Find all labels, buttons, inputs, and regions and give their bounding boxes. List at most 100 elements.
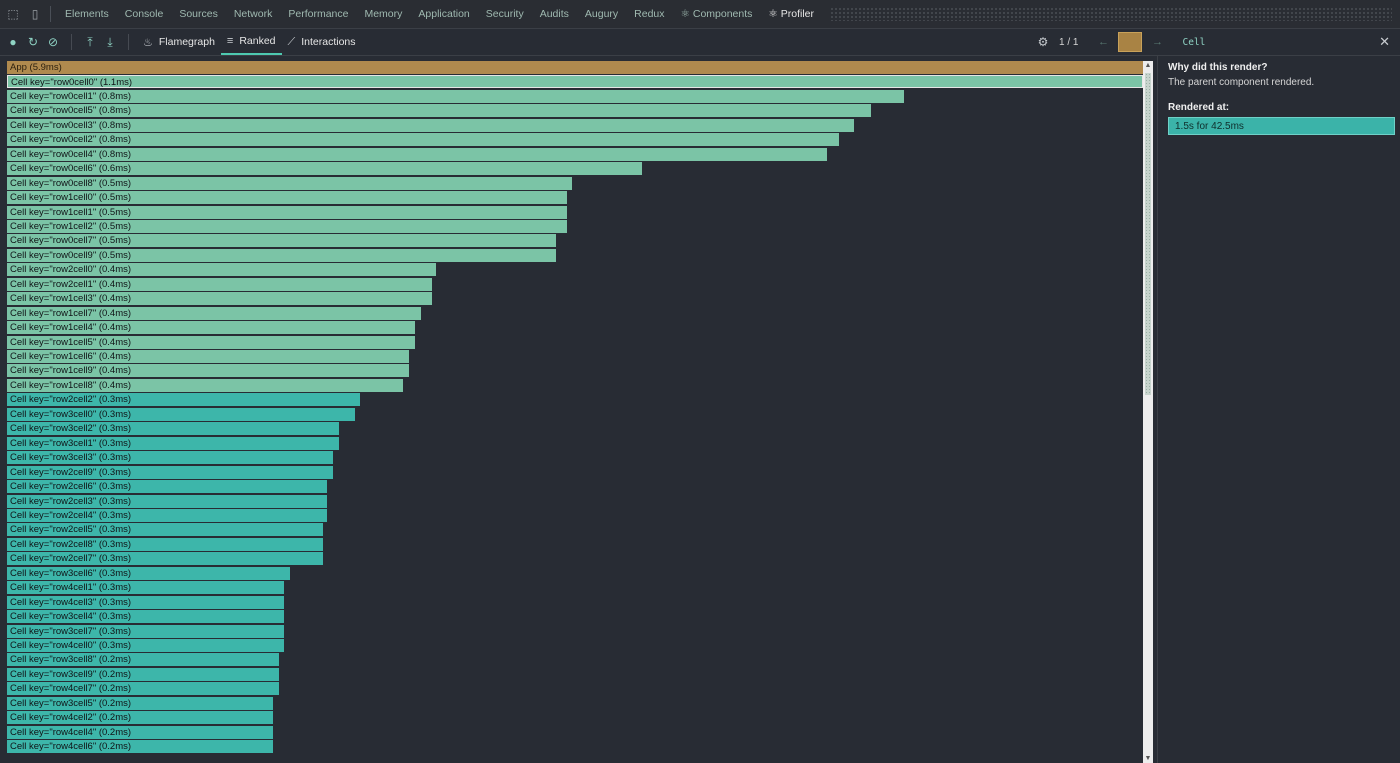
why-render-text: The parent component rendered. — [1168, 77, 1315, 88]
record-icon[interactable]: ● — [9, 35, 17, 49]
ranked-bar[interactable]: Cell key="row3cell2" (0.3ms) — [7, 422, 339, 435]
ranked-bar-app[interactable]: App (5.9ms) — [7, 61, 1143, 74]
selected-component-name: Cell — [1182, 36, 1206, 48]
ranked-bar[interactable]: Cell key="row0cell4" (0.8ms) — [7, 148, 827, 161]
tab-performance[interactable]: Performance — [288, 8, 349, 20]
reload-icon[interactable]: ↻ — [27, 35, 39, 49]
profiler-toolbar: ● ↻ ⊘ ⤒ ⤓ ♨ Flamegraph ≡ Ranked ⟋ Intera… — [0, 29, 1400, 56]
download-icon[interactable]: ⤓ — [107, 34, 113, 49]
upload-icon[interactable]: ⤒ — [87, 34, 93, 49]
mode-flamegraph-label: Flamegraph — [158, 36, 215, 48]
tab-console[interactable]: Console — [124, 8, 164, 20]
ranked-bar[interactable]: Cell key="row0cell7" (0.5ms) — [7, 234, 556, 247]
ranked-bar[interactable]: Cell key="row4cell3" (0.3ms) — [7, 596, 284, 609]
ranked-icon: ≡ — [226, 35, 234, 47]
ranked-bar[interactable]: Cell key="row4cell1" (0.3ms) — [7, 581, 284, 594]
ranked-bar[interactable]: Cell key="row1cell5" (0.4ms) — [7, 336, 415, 349]
interactions-icon: ⟋ — [287, 35, 296, 48]
mode-ranked[interactable]: ≡ Ranked — [220, 29, 282, 55]
mode-flamegraph[interactable]: ♨ Flamegraph — [137, 29, 221, 55]
tab-audits[interactable]: Audits — [539, 8, 569, 20]
tab-network[interactable]: Network — [233, 8, 273, 20]
ranked-bar[interactable]: Cell key="row0cell1" (0.8ms) — [7, 90, 904, 103]
ranked-bar[interactable]: Cell key="row2cell8" (0.3ms) — [7, 538, 323, 551]
scroll-up-icon[interactable]: ▲ — [1144, 62, 1152, 69]
ranked-bar[interactable]: Cell key="row3cell0" (0.3ms) — [7, 408, 355, 421]
chart-scrollbar[interactable]: ▲ ▼ — [1143, 61, 1153, 763]
tab-redux[interactable]: Redux — [634, 8, 665, 20]
mode-interactions-label: Interactions — [301, 36, 356, 48]
ranked-bar[interactable]: Cell key="row4cell7" (0.2ms) — [7, 682, 279, 695]
why-render-heading: Why did this render? — [1168, 62, 1268, 73]
ranked-bar[interactable]: Cell key="row2cell6" (0.3ms) — [7, 480, 327, 493]
flame-icon: ♨ — [143, 36, 153, 49]
tab-application[interactable]: Application — [418, 8, 470, 20]
next-commit-icon[interactable]: → — [1151, 36, 1163, 48]
toolbar-divider — [128, 34, 129, 50]
tab-security[interactable]: Security — [485, 8, 524, 20]
mode-interactions[interactable]: ⟋ Interactions — [282, 29, 362, 55]
devtools-tab-bar: ⬚ ▯ Elements Console Sources Network Per… — [0, 0, 1400, 29]
clear-icon[interactable]: ⊘ — [47, 35, 59, 49]
ranked-bar[interactable]: Cell key="row2cell7" (0.3ms) — [7, 552, 323, 565]
commit-navigation: ⚙ 1 / 1 ← → Cell ✕ — [1033, 29, 1400, 55]
ranked-bar[interactable]: Cell key="row2cell5" (0.3ms) — [7, 523, 323, 536]
close-icon[interactable]: ✕ — [1379, 34, 1390, 49]
ranked-bar[interactable]: Cell key="row3cell9" (0.2ms) — [7, 668, 279, 681]
ranked-bar[interactable]: Cell key="row4cell6" (0.2ms) — [7, 740, 273, 753]
ranked-chart: App (5.9ms) Cell key="row0cell0" (1.1ms) C… — [7, 61, 1143, 763]
ranked-bar[interactable]: Cell key="row3cell3" (0.3ms) — [7, 451, 333, 464]
component-details-sidebar: Why did this render? The parent componen… — [1157, 56, 1400, 763]
ranked-bar[interactable]: Cell key="row0cell2" (0.8ms) — [7, 133, 839, 146]
rendered-at-commit[interactable]: 1.5s for 42.5ms — [1168, 117, 1395, 135]
ranked-bar[interactable]: Cell key="row1cell6" (0.4ms) — [7, 350, 409, 363]
scroll-thumb[interactable] — [1145, 73, 1151, 395]
ranked-bar[interactable]: Cell key="row3cell1" (0.3ms) — [7, 437, 339, 450]
ranked-bar[interactable]: Cell key="row1cell3" (0.4ms) — [7, 292, 432, 305]
ranked-bar[interactable]: Cell key="row4cell0" (0.3ms) — [7, 639, 284, 652]
prev-commit-icon[interactable]: ← — [1097, 36, 1109, 48]
ranked-bar[interactable]: Cell key="row2cell9" (0.3ms) — [7, 466, 333, 479]
ranked-bar[interactable]: Cell key="row0cell3" (0.8ms) — [7, 119, 854, 132]
ranked-bar[interactable]: Cell key="row1cell1" (0.5ms) — [7, 206, 567, 219]
ranked-bar[interactable]: Cell key="row3cell5" (0.2ms) — [7, 697, 273, 710]
ranked-bar[interactable]: Cell key="row2cell3" (0.3ms) — [7, 495, 327, 508]
tab-sources[interactable]: Sources — [179, 8, 218, 20]
ranked-bar[interactable]: Cell key="row2cell0" (0.4ms) — [7, 263, 436, 276]
ranked-bar[interactable]: Cell key="row1cell8" (0.4ms) — [7, 379, 403, 392]
ranked-bar[interactable]: Cell key="row0cell5" (0.8ms) — [7, 104, 871, 117]
tab-profiler[interactable]: ⚛ Profiler — [768, 8, 814, 20]
ranked-bar[interactable]: Cell key="row4cell2" (0.2ms) — [7, 711, 273, 724]
gear-icon[interactable]: ⚙ — [1037, 35, 1049, 49]
ranked-bar[interactable]: Cell key="row4cell4" (0.2ms) — [7, 726, 273, 739]
ranked-bar[interactable]: Cell key="row0cell9" (0.5ms) — [7, 249, 556, 262]
inspect-element-icon[interactable]: ⬚ — [7, 7, 19, 21]
ranked-bar[interactable]: Cell key="row2cell2" (0.3ms) — [7, 393, 360, 406]
ranked-bar[interactable]: Cell key="row2cell4" (0.3ms) — [7, 509, 327, 522]
mode-ranked-label: Ranked — [239, 35, 276, 47]
ranked-bar[interactable]: Cell key="row3cell7" (0.3ms) — [7, 625, 284, 638]
ranked-bar[interactable]: Cell key="row3cell8" (0.2ms) — [7, 653, 279, 666]
ranked-bar[interactable]: Cell key="row3cell4" (0.3ms) — [7, 610, 284, 623]
ranked-bar[interactable]: Cell key="row0cell6" (0.6ms) — [7, 162, 642, 175]
ranked-bar[interactable]: Cell key="row0cell0" (1.1ms) — [7, 75, 1143, 88]
tab-components[interactable]: ⚛ Components — [680, 8, 753, 20]
tab-elements[interactable]: Elements — [65, 8, 109, 20]
ranked-bar[interactable]: Cell key="row1cell0" (0.5ms) — [7, 191, 567, 204]
ranked-bar[interactable]: Cell key="row0cell8" (0.5ms) — [7, 177, 572, 190]
tab-divider — [50, 6, 51, 22]
ranked-bar[interactable]: Cell key="row1cell7" (0.4ms) — [7, 307, 421, 320]
tab-bar-fill — [830, 7, 1392, 21]
tab-augury[interactable]: Augury — [584, 8, 619, 20]
tab-memory[interactable]: Memory — [364, 8, 403, 20]
ranked-bar[interactable]: Cell key="row1cell9" (0.4ms) — [7, 364, 409, 377]
ranked-bar[interactable]: Cell key="row1cell4" (0.4ms) — [7, 321, 415, 334]
ranked-bar[interactable]: Cell key="row1cell2" (0.5ms) — [7, 220, 567, 233]
scroll-down-icon[interactable]: ▼ — [1144, 755, 1152, 762]
commit-bar[interactable] — [1118, 32, 1143, 52]
ranked-bar[interactable]: Cell key="row2cell1" (0.4ms) — [7, 278, 432, 291]
rendered-at-heading: Rendered at: — [1168, 102, 1230, 113]
toolbar-divider — [71, 34, 72, 50]
ranked-bar[interactable]: Cell key="row3cell6" (0.3ms) — [7, 567, 290, 580]
device-toolbar-icon[interactable]: ▯ — [31, 7, 39, 21]
